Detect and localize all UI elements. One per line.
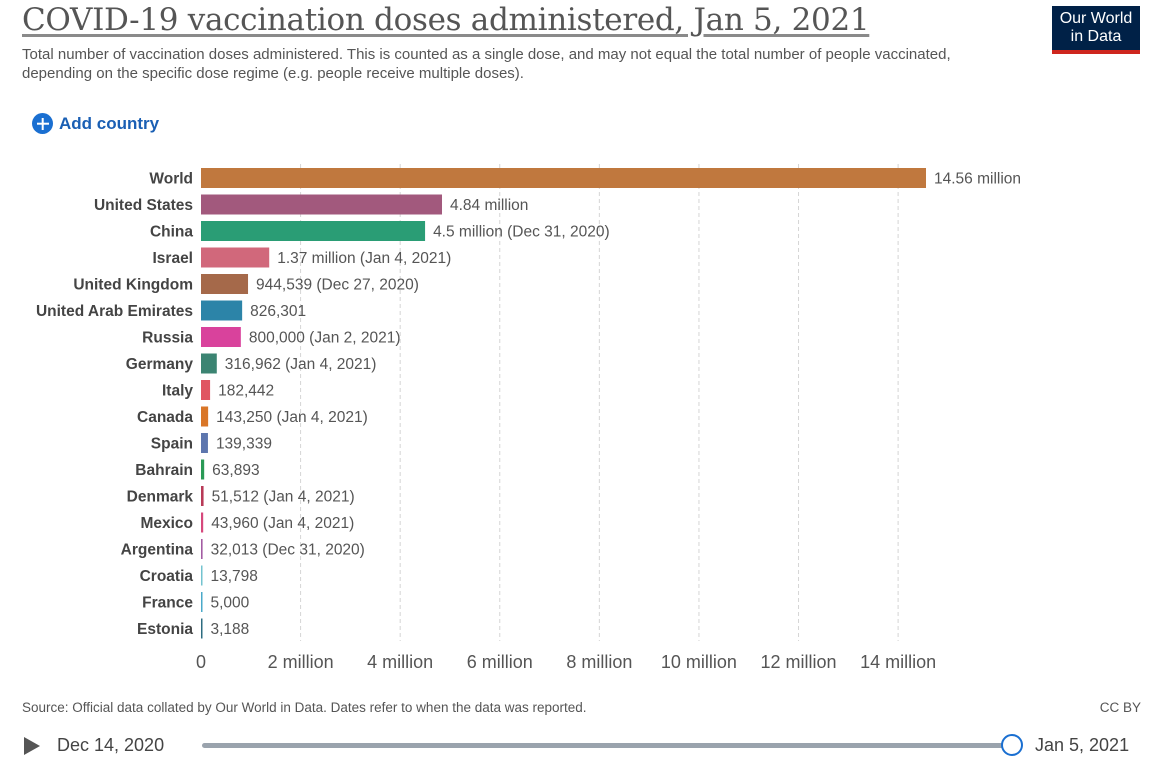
x-tick-label: 8 million (566, 652, 632, 672)
timeline-end-label[interactable]: Jan 5, 2021 (1035, 735, 1130, 755)
x-tick-label: 10 million (661, 652, 737, 672)
category-label: Bahrain (135, 462, 193, 479)
value-label: 43,960 (Jan 4, 2021) (211, 515, 354, 532)
category-label: Croatia (140, 568, 194, 585)
category-label: China (150, 224, 193, 241)
logo-line-2: in Data (1070, 28, 1122, 45)
category-label: Germany (126, 356, 194, 373)
value-label: 4.5 million (Dec 31, 2020) (433, 224, 610, 241)
category-label: Estonia (137, 621, 193, 638)
source-note: Source: Official data collated by Our Wo… (22, 700, 587, 715)
value-label: 63,893 (212, 462, 259, 479)
bar (201, 565, 203, 586)
bar (201, 406, 209, 427)
value-label: 800,000 (Jan 2, 2021) (249, 330, 401, 347)
value-label: 826,301 (250, 303, 306, 320)
timeline-start-label[interactable]: Dec 14, 2020 (57, 735, 165, 755)
bar (201, 247, 270, 268)
add-country-label: Add country (59, 113, 160, 133)
x-tick-label: 12 million (761, 652, 837, 672)
value-label: 139,339 (216, 436, 272, 453)
bar (201, 353, 217, 374)
x-tick-label: 4 million (367, 652, 433, 672)
value-label: 3,188 (211, 621, 250, 638)
x-tick-label: 6 million (467, 652, 533, 672)
bar (201, 380, 211, 400)
bar (201, 459, 205, 480)
value-label: 32,013 (Dec 31, 2020) (211, 542, 365, 559)
bar (201, 274, 249, 294)
category-label: United Arab Emirates (36, 303, 193, 320)
bar (201, 618, 203, 639)
bar (201, 433, 208, 453)
timeline-track[interactable] (202, 743, 1012, 748)
value-label: 5,000 (211, 595, 250, 612)
bar (201, 194, 443, 215)
category-label: Russia (142, 330, 193, 347)
category-label: Denmark (127, 489, 194, 506)
value-label: 14.56 million (934, 171, 1021, 188)
bar (201, 539, 203, 559)
category-label: Canada (137, 409, 193, 426)
timeline-handle[interactable] (1001, 734, 1023, 756)
x-tick-label: 14 million (860, 652, 936, 672)
license-link[interactable]: CC BY (1099, 700, 1141, 715)
chart-subtitle: Total number of vaccination doses admini… (22, 46, 951, 82)
bar (201, 486, 204, 506)
bar (201, 300, 243, 321)
value-label: 182,442 (218, 383, 274, 400)
value-label: 4.84 million (450, 197, 528, 214)
x-tick-label: 0 (196, 652, 206, 672)
value-label: 1.37 million (Jan 4, 2021) (277, 250, 451, 267)
value-label: 13,798 (211, 568, 258, 585)
bar (201, 592, 203, 612)
owid-logo[interactable]: Our World in Data (1052, 6, 1140, 54)
chart-title: COVID-19 vaccination doses administered,… (22, 2, 870, 38)
category-label: Italy (162, 383, 193, 400)
value-label: 944,539 (Dec 27, 2020) (256, 277, 419, 294)
bar (201, 327, 241, 347)
category-label: United Kingdom (73, 277, 193, 294)
bar-chart: 0 2 million 4 million 6 million 8 million 10 … (36, 164, 1021, 672)
bar (201, 168, 926, 188)
logo-line-1: Our World (1059, 10, 1133, 27)
category-label: Argentina (121, 542, 194, 559)
play-icon[interactable] (24, 737, 40, 755)
value-label: 143,250 (Jan 4, 2021) (216, 409, 368, 426)
add-country-button[interactable]: Add country (32, 113, 159, 134)
bar (201, 512, 204, 533)
value-label: 51,512 (Jan 4, 2021) (212, 489, 355, 506)
value-label: 316,962 (Jan 4, 2021) (225, 356, 377, 373)
category-label: United States (94, 197, 193, 214)
plus-circle-icon (32, 113, 53, 134)
category-label: Spain (151, 436, 193, 453)
bar (201, 221, 426, 241)
timeline: Dec 14, 2020 Jan 5, 2021 (0, 730, 1161, 762)
category-label: Mexico (140, 515, 193, 532)
category-label: France (142, 595, 193, 612)
category-label: Israel (152, 250, 193, 267)
category-label: World (149, 171, 193, 188)
x-tick-label: 2 million (268, 652, 334, 672)
